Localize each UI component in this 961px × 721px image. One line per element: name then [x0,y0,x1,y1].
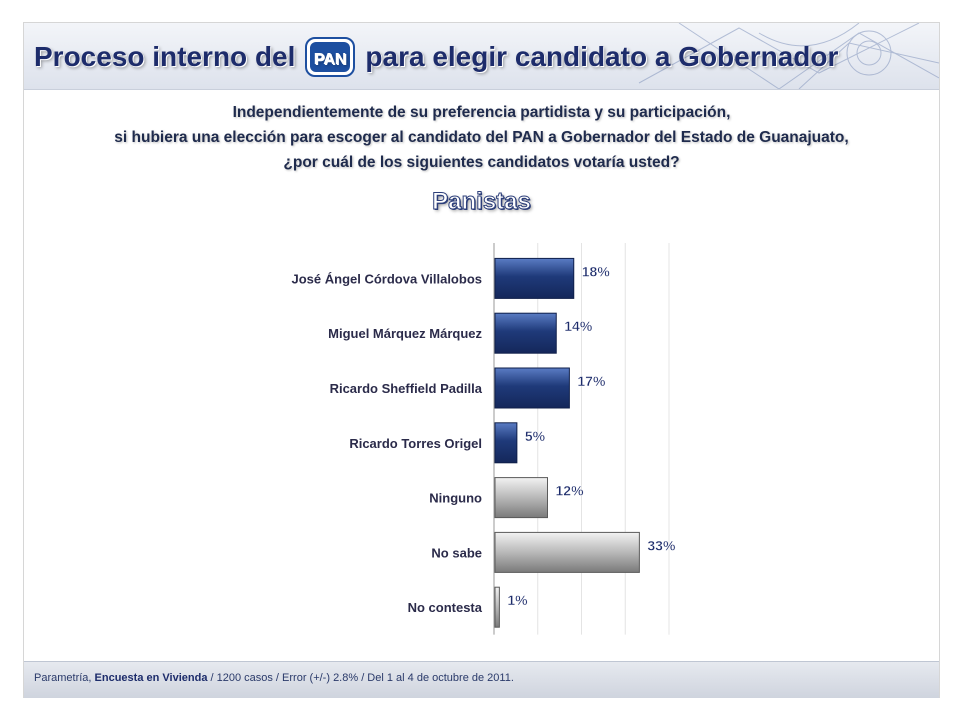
chart-subtitle: Panistas [432,188,532,216]
bar-chart: José Ángel Córdova Villalobos 18% Miguel M… [292,243,676,635]
source-method: Encuesta en Vivienda [94,672,208,684]
slide-frame: Proceso interno del PAN para elegir cand… [23,22,940,698]
bar [494,422,518,464]
category-label: Ricardo Torres Origel [349,436,482,451]
data-label: 1% [507,592,528,608]
title-part-1: Proceso interno del [34,41,296,72]
header-banner: Proceso interno del PAN para elegir cand… [24,23,939,90]
category-label: Ninguno [429,491,482,506]
source-name: Parametría, [34,672,92,684]
category-label: Miguel Márquez Márquez [328,326,482,341]
footer-bar: Parametría, Encuesta en Vivienda / 1200 … [24,661,939,698]
category-label: No contesta [408,600,483,615]
source-note: Parametría, Encuesta en Vivienda / 1200 … [34,672,514,684]
category-label: Ricardo Sheffield Padilla [330,381,483,396]
title-part-2: para elegir candidato a Gobernador [365,41,839,72]
category-label: José Ángel Córdova Villalobos [292,271,482,286]
bar [494,531,640,573]
data-label: 33% [647,537,676,553]
decorative-pattern-icon [638,23,939,89]
pan-logo-text: PAN [314,51,347,68]
survey-question: Independientemente de su preferencia par… [24,100,939,175]
data-label: 5% [525,428,546,444]
data-label: 18% [582,263,611,279]
page-title: Proceso interno del PAN para elegir cand… [34,37,838,77]
bar [494,257,575,299]
bar [494,312,557,354]
category-label: No sabe [431,545,482,560]
question-line-3: ¿por cuál de los siguientes candidatos v… [283,154,680,171]
source-details: / 1200 casos / Error (+/-) 2.8% / Del 1 … [210,672,514,684]
pan-logo-icon: PAN [305,37,356,77]
question-line-2: si hubiera una elección para escoger al … [114,129,849,146]
data-label: 12% [556,483,585,499]
data-label: 14% [564,318,593,334]
bar [494,477,548,519]
bar [494,367,570,409]
bar [494,586,500,628]
data-label: 17% [577,373,606,389]
question-line-1: Independientemente de su preferencia par… [232,104,731,121]
